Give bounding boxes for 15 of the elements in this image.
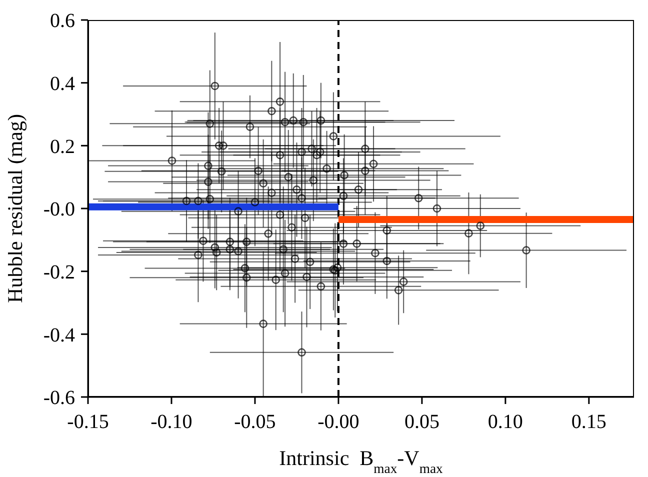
y-tick-label: 0.6 (50, 10, 75, 32)
x-tick-label: 0.05 (404, 411, 440, 434)
y-tick-label: 0.4 (50, 72, 75, 95)
y-tick-label: -0.4 (43, 324, 75, 346)
y-tick-label: -0.2 (43, 261, 75, 284)
y-tick-label: -0.0 (43, 198, 75, 221)
x-axis-title: Intrinsic B$_{max}$-V$_{max}$ (279, 446, 443, 476)
x-tick-label: -0.05 (234, 411, 276, 434)
x-tick-label: -0.00 (318, 411, 360, 434)
x-tick-label: 0.10 (488, 411, 523, 434)
x-tick-label: -0.10 (150, 411, 192, 434)
x-tick-label: -0.15 (67, 411, 109, 434)
x-tick-label: 0.15 (571, 411, 606, 434)
y-tick-label: -0.6 (43, 387, 75, 410)
y-tick-label: 0.2 (50, 136, 75, 158)
